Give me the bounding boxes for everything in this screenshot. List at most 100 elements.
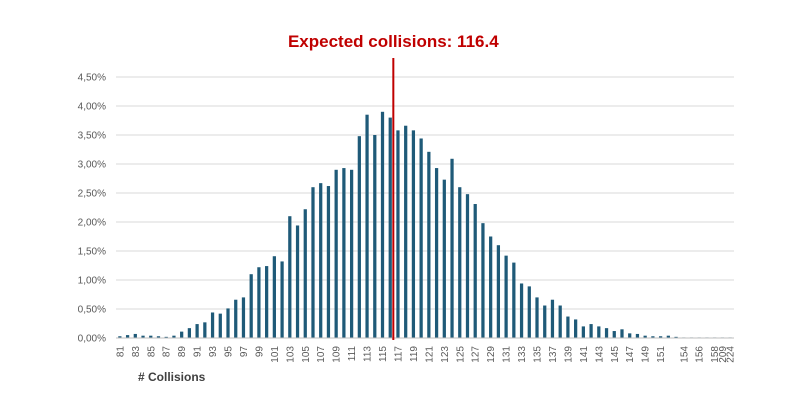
x-tick-label: 123: [440, 346, 451, 363]
bar-82: [125, 335, 130, 338]
bar-94: [218, 313, 222, 338]
x-tick-label: 156: [695, 346, 706, 363]
y-tick-label: 0,50%: [78, 305, 106, 316]
y-tick-label: 3,00%: [78, 160, 106, 171]
bar-104: [295, 225, 300, 338]
bar-91: [195, 324, 199, 338]
x-tick-label: 224: [726, 346, 737, 363]
bar-109: [334, 169, 338, 338]
x-tick-label: 109: [332, 346, 343, 363]
bar-95: [226, 308, 230, 338]
x-tick-label: 83: [131, 346, 142, 358]
bar-98: [249, 274, 253, 338]
bar-153: [674, 336, 678, 338]
bar-133: [519, 283, 524, 338]
bar-88: [172, 335, 176, 338]
bar-148: [635, 333, 640, 338]
bar-139: [566, 316, 570, 338]
bar-141: [581, 326, 585, 338]
x-tick-label: 93: [208, 346, 219, 358]
x-tick-label: 131: [502, 346, 513, 363]
bar-118: [404, 125, 408, 338]
bar-97: [241, 297, 246, 338]
x-tick-label: 209: [718, 346, 729, 363]
x-tick-label: 107: [316, 346, 327, 363]
x-tick-label: 89: [177, 346, 188, 358]
bar-137: [550, 299, 555, 338]
bar-122: [434, 168, 439, 338]
bar-85: [149, 335, 153, 338]
x-tick-label: 135: [533, 346, 544, 363]
x-tick-label: 111: [347, 346, 358, 362]
x-tick-label: 85: [146, 346, 157, 358]
bar-151: [658, 336, 663, 338]
x-axis-label: # Collisions: [138, 370, 206, 384]
x-tick-label: 97: [239, 346, 250, 358]
x-tick-label: 81: [115, 346, 126, 358]
bar-126: [465, 194, 470, 338]
bar-128: [481, 223, 485, 338]
bar-132: [512, 262, 516, 338]
bar-140: [574, 319, 578, 338]
bar-131: [504, 255, 508, 338]
y-tick-label: 0,00%: [78, 334, 106, 345]
x-tick-label: 127: [471, 346, 482, 363]
bar-149: [643, 335, 647, 338]
bar-87: [164, 336, 168, 338]
x-tick-label: 91: [193, 346, 204, 358]
bar-113: [365, 114, 369, 338]
bar-138: [558, 305, 562, 338]
x-tick-label: 154: [679, 346, 690, 363]
x-tick-label: 149: [641, 346, 652, 363]
bar-125: [458, 187, 462, 338]
bar-121: [427, 151, 431, 338]
bar-93: [210, 312, 215, 338]
bar-84: [141, 335, 145, 338]
bar-147: [628, 333, 632, 338]
bar-143: [597, 326, 601, 338]
bar-111: [349, 169, 354, 338]
y-tick-label: 3,50%: [78, 131, 106, 142]
bar-136: [543, 305, 547, 338]
bar-142: [589, 324, 593, 338]
bar-119: [411, 130, 416, 338]
bar-107: [319, 183, 323, 338]
bars: [118, 111, 732, 338]
bar-127: [473, 204, 477, 338]
bar-110: [342, 168, 346, 338]
x-tick-label: 151: [656, 346, 667, 363]
bar-145: [612, 331, 616, 338]
bar-146: [620, 329, 624, 338]
bar-134: [527, 286, 531, 338]
x-tick-label: 133: [517, 346, 528, 363]
bar-117: [396, 130, 400, 338]
x-tick-label: 145: [610, 346, 621, 363]
x-tick-label: 103: [285, 346, 296, 363]
x-tick-label: 105: [301, 346, 312, 363]
bar-83: [133, 333, 137, 338]
bar-123: [442, 179, 446, 338]
bar-86: [156, 336, 161, 338]
x-tick-label: 117: [393, 346, 404, 362]
x-tick-label: 119: [409, 346, 420, 362]
bar-108: [326, 186, 331, 338]
y-tick-label: 4,00%: [78, 102, 106, 113]
y-tick-label: 1,50%: [78, 247, 106, 258]
bar-150: [651, 336, 655, 338]
bar-89: [180, 331, 184, 338]
bar-103: [288, 216, 292, 338]
bar-90: [187, 328, 192, 338]
bar-96: [234, 299, 238, 338]
expected-collisions-annotation: Expected collisions: 116.4: [288, 32, 499, 51]
y-tick-label: 1,00%: [78, 276, 106, 287]
bar-130: [496, 245, 501, 338]
x-tick-label: 113: [363, 346, 374, 362]
bar-129: [489, 236, 493, 338]
bar-105: [303, 209, 307, 338]
x-tick-label: 141: [579, 346, 590, 363]
y-axis-ticks: 0,00% 0,50% 1,00% 1,50% 2,00% 2,50% 3,00% 3,50%…: [78, 73, 106, 345]
bar-112: [357, 136, 361, 338]
x-tick-label: 158: [710, 346, 721, 363]
bar-114: [373, 135, 377, 338]
